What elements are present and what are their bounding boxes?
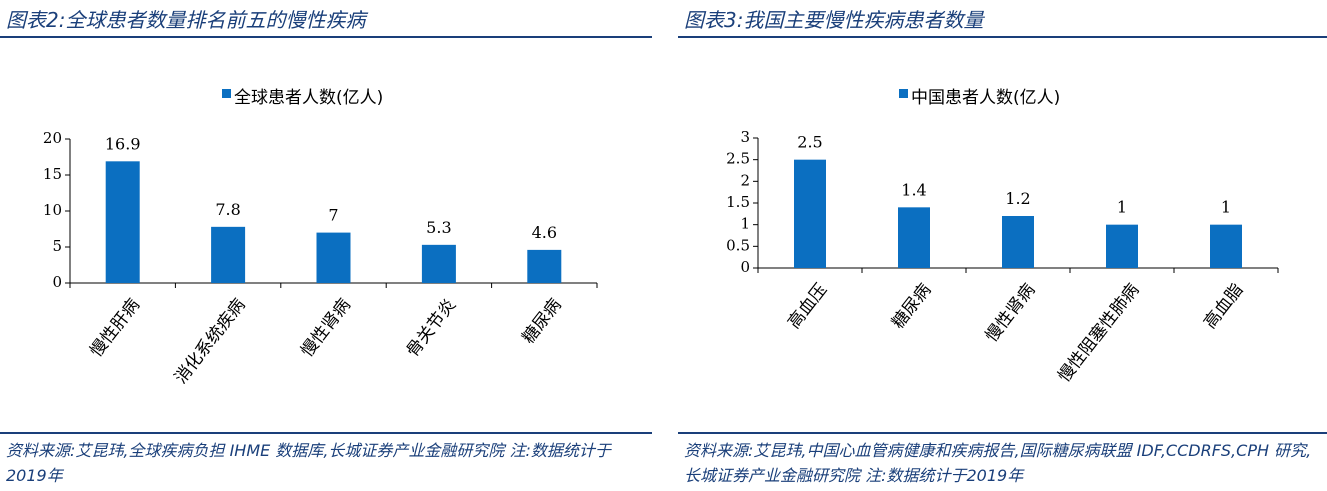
x-category-label: 糖尿病 [888, 280, 935, 333]
x-category-label: 高血压 [784, 280, 831, 333]
x-category-label: 高血脂 [1200, 280, 1247, 333]
data-label: 1 [1221, 198, 1231, 217]
bar [421, 244, 456, 283]
x-category-label: 消化系统疾病 [171, 295, 250, 388]
data-label: 1.2 [1005, 189, 1030, 208]
y-tick-label: 0 [740, 258, 750, 276]
data-label: 2.5 [797, 133, 822, 152]
bar [898, 207, 930, 268]
bar [794, 159, 826, 268]
source-rule [0, 432, 652, 434]
bar [1210, 224, 1242, 268]
data-label: 16.9 [105, 134, 141, 153]
chart-panel-china: 图表3:我国主要慢性疾病患者数量 中国患者人数(亿人) 0 0.5 1 1.5 2 2.5 3… [678, 0, 1327, 491]
title-rule [678, 36, 1327, 38]
data-label: 1.4 [901, 180, 926, 199]
data-label: 5.3 [426, 218, 451, 237]
x-category-label: 慢性肾病 [296, 295, 354, 362]
data-label: 7 [328, 206, 338, 225]
bar [1106, 224, 1138, 268]
bar [211, 226, 246, 283]
y-tick-label: 3 [740, 128, 750, 146]
y-tick-label: 5 [52, 237, 62, 255]
data-label: 1 [1117, 198, 1127, 217]
y-tick-label: 0.5 [726, 236, 750, 254]
figure-title: 图表2:全球患者数量排名前五的慢性疾病 [6, 8, 366, 32]
y-tick-label: 2.5 [726, 150, 750, 168]
source-note: 资料来源:艾昆玮,中国心血管病健康和疾病报告,国际糖尿病联盟 IDF,CCDRF… [684, 441, 1312, 485]
legend-swatch [222, 89, 231, 98]
x-category-label: 慢性肾病 [981, 280, 1039, 347]
chart-panel-global: 图表2:全球患者数量排名前五的慢性疾病 全球患者人数(亿人) 0 5 10 15 20 16… [0, 0, 652, 491]
x-category-label: 慢性肝病 [86, 295, 144, 362]
y-tick-label: 0 [52, 273, 62, 291]
bar [527, 249, 562, 283]
data-label: 7.8 [215, 200, 240, 219]
data-label: 4.6 [532, 223, 557, 242]
x-category-label: 糖尿病 [519, 295, 566, 348]
figure-title: 图表3:我国主要慢性疾病患者数量 [684, 8, 984, 32]
chart-china-patients: 中国患者人数(亿人) 0 0.5 1 1.5 2 2.5 3 2.5 高血压 1.4 糖尿病 1.2 慢性… [726, 88, 1279, 387]
legend-label: 全球患者人数(亿人) [234, 88, 383, 108]
y-tick-label: 10 [43, 201, 62, 219]
bar [1002, 216, 1034, 268]
chart-global-patients: 全球患者人数(亿人) 0 5 10 15 20 16.9 慢性肝病 7.8 消化系统疾病 7 慢性肾病… [43, 88, 598, 388]
legend-swatch [899, 89, 908, 98]
source-note: 资料来源:艾昆玮,全球疾病负担 IHME 数据库,长城证券产业金融研究院 注:数… [6, 441, 611, 485]
y-tick-label: 15 [43, 165, 62, 183]
title-rule [0, 36, 652, 38]
y-tick-label: 1 [740, 215, 750, 233]
bar [105, 161, 140, 283]
legend-label: 中国患者人数(亿人) [911, 88, 1060, 108]
x-category-label: 慢性阻塞性肺病 [1054, 280, 1144, 387]
source-rule [678, 432, 1327, 434]
y-tick-label: 20 [43, 129, 62, 147]
y-tick-label: 2 [740, 171, 750, 189]
bar [316, 232, 351, 283]
x-category-label: 骨关节炎 [403, 295, 461, 361]
y-tick-label: 1.5 [726, 193, 750, 211]
